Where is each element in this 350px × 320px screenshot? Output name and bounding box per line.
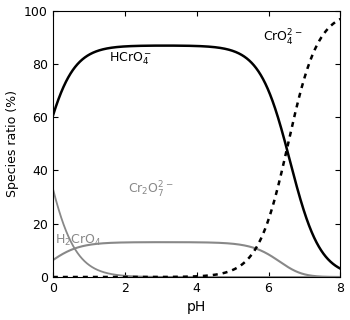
Text: H$_2$CrO$_4$: H$_2$CrO$_4$ (55, 233, 101, 248)
Text: CrO$_4^{2-}$: CrO$_4^{2-}$ (263, 28, 303, 48)
Text: HCrO$_4^-$: HCrO$_4^-$ (108, 50, 152, 67)
Y-axis label: Species ratio (%): Species ratio (%) (6, 90, 19, 197)
Text: Cr$_2$O$_7^{2-}$: Cr$_2$O$_7^{2-}$ (128, 180, 174, 200)
X-axis label: pH: pH (187, 300, 206, 315)
